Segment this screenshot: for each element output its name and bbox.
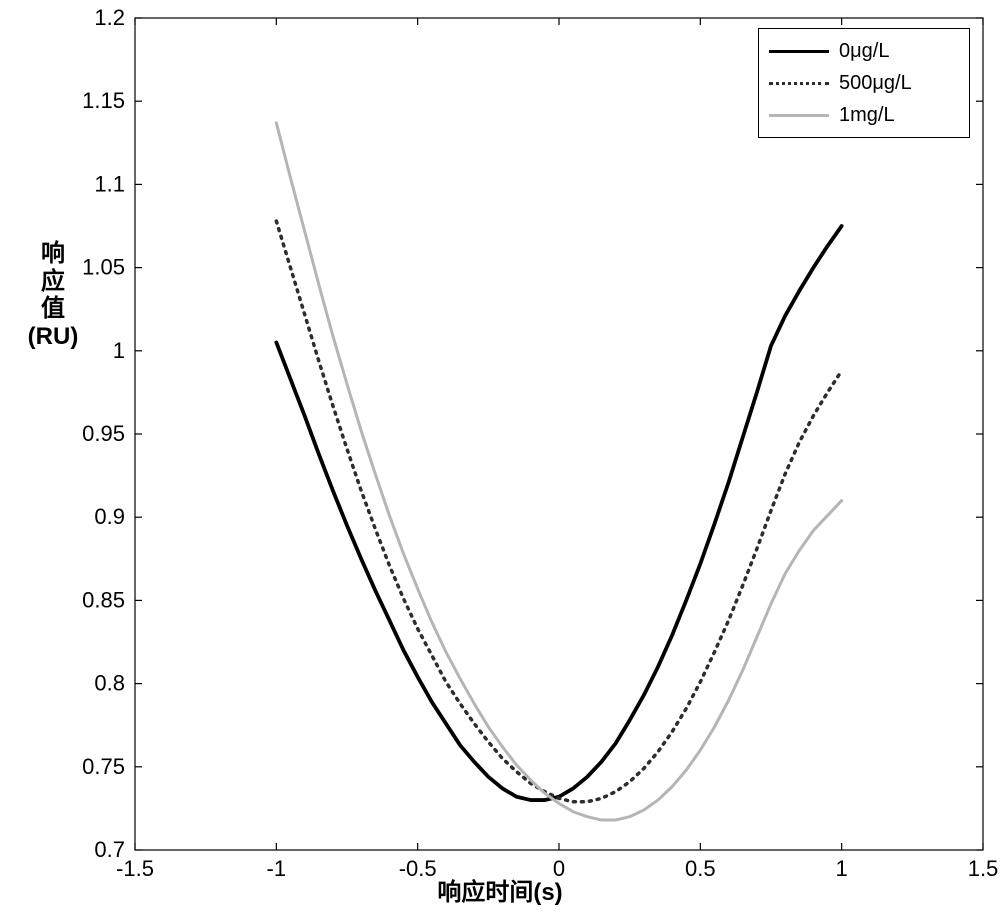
- legend: 0μg/L 500μg/L 1mg/L: [758, 28, 970, 138]
- y-axis-label-unit: (RU): [28, 323, 79, 351]
- legend-label: 500μg/L: [839, 72, 912, 95]
- series-500μg/L: [276, 221, 841, 802]
- legend-swatch: [769, 82, 829, 85]
- y-axis-label: 响 应 值 (RU): [18, 240, 88, 350]
- y-tick-label: 0.85: [82, 587, 125, 612]
- y-axis-label-char-1: 应: [41, 268, 65, 296]
- legend-label: 0μg/L: [839, 40, 889, 63]
- legend-swatch: [769, 50, 829, 53]
- legend-label: 1mg/L: [839, 104, 895, 127]
- y-tick-label: 1: [113, 338, 125, 363]
- y-tick-label: 0.95: [82, 421, 125, 446]
- x-axis-label-text: 响应时间(s): [437, 879, 562, 906]
- y-tick-label: 1.2: [94, 5, 125, 30]
- chart-container: -1.5-1-0.500.511.50.70.750.80.850.90.951…: [0, 0, 1000, 913]
- y-tick-label: 0.75: [82, 754, 125, 779]
- legend-item: 0μg/L: [769, 35, 959, 67]
- y-tick-label: 0.7: [94, 837, 125, 862]
- y-axis-label-char-2: 值: [41, 295, 65, 323]
- y-tick-label: 0.8: [94, 671, 125, 696]
- y-tick-label: 1.15: [82, 88, 125, 113]
- y-tick-label: 1.1: [94, 171, 125, 196]
- y-tick-label: 0.9: [94, 504, 125, 529]
- legend-item: 1mg/L: [769, 99, 959, 131]
- legend-item: 500μg/L: [769, 67, 959, 99]
- series-1mg/L: [276, 123, 841, 820]
- legend-swatch: [769, 114, 829, 117]
- x-axis-label: 响应时间(s): [0, 872, 1000, 907]
- y-tick-label: 1.05: [82, 255, 125, 280]
- series-0μg/L: [276, 226, 841, 800]
- y-axis-label-char-0: 响: [41, 240, 65, 268]
